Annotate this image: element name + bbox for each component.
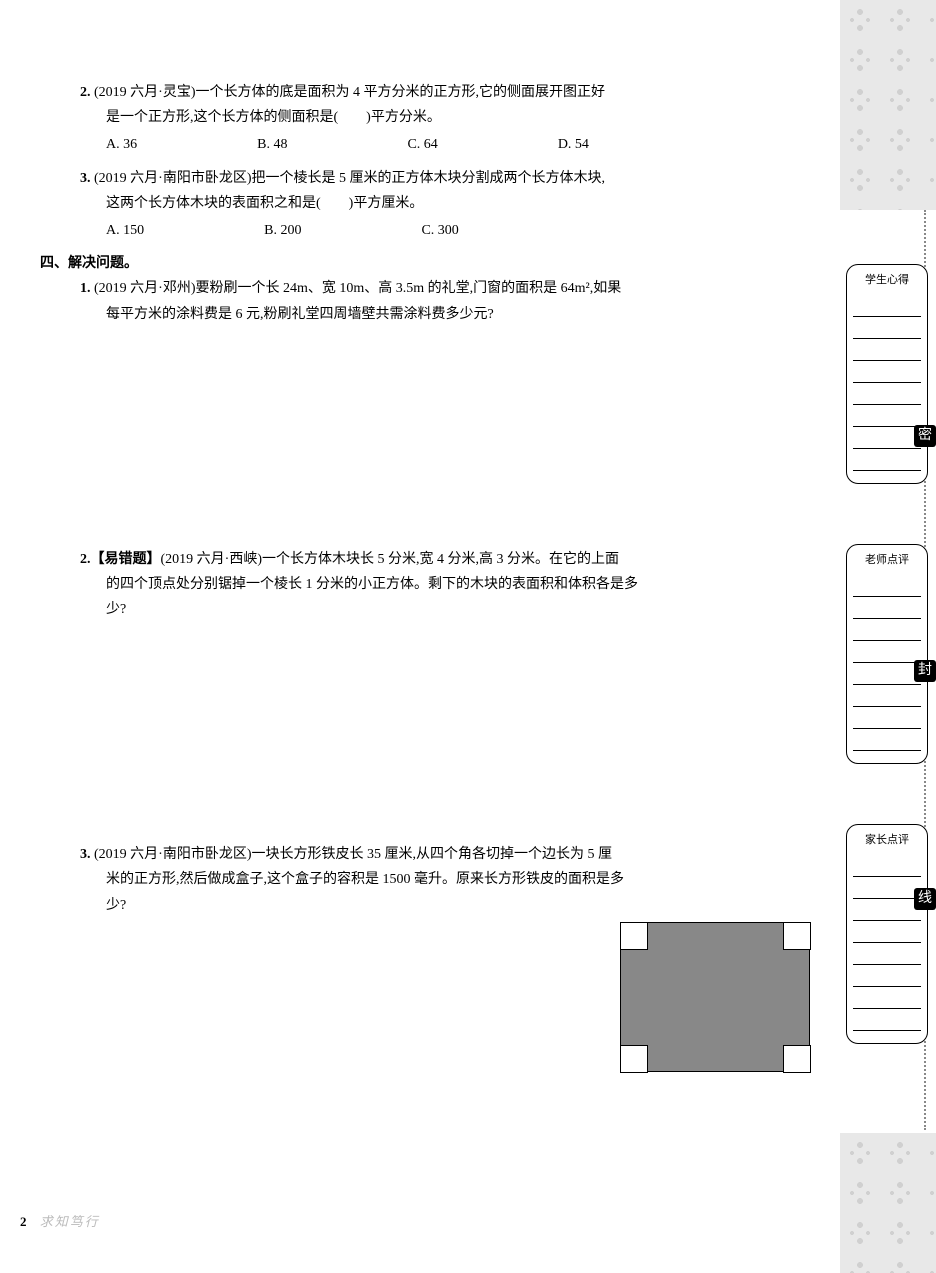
- note-line: [853, 899, 921, 921]
- seal-feng: 封: [914, 660, 936, 682]
- q3-optC: C. 300: [421, 218, 458, 243]
- note-line: [853, 575, 921, 597]
- seal-xian: 线: [914, 888, 936, 910]
- q2-optB: B. 48: [257, 132, 287, 157]
- figure-rectangle-cutout: [620, 922, 810, 1072]
- note-box-1-title: 学生心得: [851, 271, 923, 291]
- page-number: 2: [20, 1214, 27, 1229]
- note-line: [853, 965, 921, 987]
- q2-optD: D. 54: [558, 132, 589, 157]
- question-3: 3. (2019 六月·南阳市卧龙区)把一个棱长是 5 厘米的正方体木块分割成两…: [40, 166, 720, 244]
- damask-bottom: [840, 1133, 936, 1273]
- note-line: [853, 317, 921, 339]
- note-line: [853, 619, 921, 641]
- q2-optC: C. 64: [407, 132, 437, 157]
- section4-header: 四、解决问题。: [40, 251, 720, 276]
- p3-text1: 一块长方形铁皮长 35 厘米,从四个角各切掉一个边长为 5 厘: [252, 847, 613, 862]
- note-box-3-title: 家长点评: [851, 831, 923, 851]
- note-line: [853, 361, 921, 383]
- q2-optA: A. 36: [106, 132, 137, 157]
- p2-text2: 的四个顶点处分别锯掉一个棱长 1 分米的小正方体。剩下的木块的表面积和体积各是多: [40, 572, 720, 597]
- page-footer: 2 求知笃行: [20, 1210, 100, 1233]
- note-line: [853, 663, 921, 685]
- figure-rect: [620, 922, 810, 1072]
- q3-source: (2019 六月·南阳市卧龙区): [94, 171, 252, 186]
- note-line: [853, 987, 921, 1009]
- note-line: [853, 641, 921, 663]
- main-content: 2. (2019 六月·灵宝)一个长方体的底是面积为 4 平方分米的正方形,它的…: [0, 0, 840, 978]
- note-line: [853, 707, 921, 729]
- note-line: [853, 427, 921, 449]
- p2-text3: 少?: [40, 597, 720, 622]
- q3-text2: 这两个长方体木块的表面积之和是( )平方厘米。: [40, 191, 720, 216]
- note-line: [853, 921, 921, 943]
- note-line: [853, 855, 921, 877]
- p2-num: 2.: [80, 552, 91, 567]
- note-box-parent: 家长点评: [846, 824, 928, 1044]
- note-line: [853, 597, 921, 619]
- q3-options: A. 150 B. 200 C. 300: [40, 218, 720, 243]
- q3-text1: 把一个棱长是 5 厘米的正方体木块分割成两个长方体木块,: [252, 171, 606, 186]
- damask-top: [840, 0, 936, 210]
- right-margin: 学生心得 密 老师点评 封 家长点评 线: [840, 0, 936, 1273]
- p3-source: (2019 六月·南阳市卧龙区): [94, 847, 252, 862]
- problem-1: 1. (2019 六月·邓州)要粉刷一个长 24m、宽 10m、高 3.5m 的…: [40, 276, 720, 326]
- note-line: [853, 449, 921, 471]
- note-line: [853, 943, 921, 965]
- p1-source: (2019 六月·邓州): [94, 281, 196, 296]
- footer-text: 求知笃行: [40, 1214, 100, 1229]
- p3-text3: 少?: [40, 893, 720, 918]
- corner-bl: [620, 1045, 648, 1073]
- corner-tl: [620, 922, 648, 950]
- problem-2: 2.【易错题】(2019 六月·西峡)一个长方体木块长 5 分米,宽 4 分米,…: [40, 547, 720, 623]
- corner-br: [783, 1045, 811, 1073]
- p2-source: (2019 六月·西峡): [161, 552, 263, 567]
- note-line: [853, 877, 921, 899]
- note-line: [853, 339, 921, 361]
- q3-optB: B. 200: [264, 218, 301, 243]
- problem-3: 3. (2019 六月·南阳市卧龙区)一块长方形铁皮长 35 厘米,从四个角各切…: [40, 842, 720, 918]
- question-2: 2. (2019 六月·灵宝)一个长方体的底是面积为 4 平方分米的正方形,它的…: [40, 80, 720, 158]
- note-line: [853, 405, 921, 427]
- note-line: [853, 729, 921, 751]
- q2-options: A. 36 B. 48 C. 64 D. 54: [40, 132, 720, 157]
- note-line: [853, 295, 921, 317]
- note-box-student: 学生心得: [846, 264, 928, 484]
- q2-num: 2.: [80, 85, 94, 100]
- q3-optA: A. 150: [106, 218, 144, 243]
- note-box-teacher: 老师点评: [846, 544, 928, 764]
- note-line: [853, 383, 921, 405]
- p3-text2: 米的正方形,然后做成盒子,这个盒子的容积是 1500 毫升。原来长方形铁皮的面积…: [40, 867, 720, 892]
- p2-text1: 一个长方体木块长 5 分米,宽 4 分米,高 3 分米。在它的上面: [262, 552, 619, 567]
- p2-tag: 【易错题】: [91, 552, 161, 567]
- p3-num: 3.: [80, 847, 94, 862]
- note-box-2-title: 老师点评: [851, 551, 923, 571]
- q2-source: (2019 六月·灵宝): [94, 85, 196, 100]
- q3-num: 3.: [80, 171, 94, 186]
- corner-tr: [783, 922, 811, 950]
- seal-mi: 密: [914, 425, 936, 447]
- note-line: [853, 685, 921, 707]
- p1-num: 1.: [80, 281, 94, 296]
- note-line: [853, 1009, 921, 1031]
- p1-text2: 每平方米的涂料费是 6 元,粉刷礼堂四周墙壁共需涂料费多少元?: [40, 302, 720, 327]
- q2-text2: 是一个正方形,这个长方体的侧面积是( )平方分米。: [40, 105, 720, 130]
- p1-text1: 要粉刷一个长 24m、宽 10m、高 3.5m 的礼堂,门窗的面积是 64m²,…: [196, 281, 622, 296]
- q2-text1: 一个长方体的底是面积为 4 平方分米的正方形,它的侧面展开图正好: [196, 85, 606, 100]
